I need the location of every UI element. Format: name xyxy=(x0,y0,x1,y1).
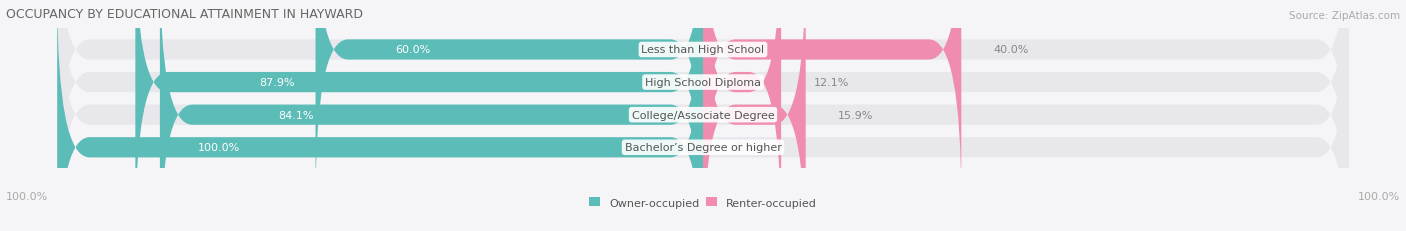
Text: 40.0%: 40.0% xyxy=(994,45,1029,55)
Legend: Owner-occupied, Renter-occupied: Owner-occupied, Renter-occupied xyxy=(585,193,821,212)
Text: 100.0%: 100.0% xyxy=(6,191,48,201)
Text: 100.0%: 100.0% xyxy=(197,143,240,153)
Text: 84.1%: 84.1% xyxy=(278,110,314,120)
Text: 12.1%: 12.1% xyxy=(814,78,849,88)
Text: 87.9%: 87.9% xyxy=(260,78,295,88)
Text: 60.0%: 60.0% xyxy=(395,45,430,55)
FancyBboxPatch shape xyxy=(58,0,1348,231)
Text: Source: ZipAtlas.com: Source: ZipAtlas.com xyxy=(1289,11,1400,21)
Text: High School Diploma: High School Diploma xyxy=(645,78,761,88)
Text: 100.0%: 100.0% xyxy=(1358,191,1400,201)
Text: College/Associate Degree: College/Associate Degree xyxy=(631,110,775,120)
FancyBboxPatch shape xyxy=(315,0,703,203)
FancyBboxPatch shape xyxy=(703,0,962,203)
Text: Less than High School: Less than High School xyxy=(641,45,765,55)
FancyBboxPatch shape xyxy=(58,0,1348,231)
Text: 15.9%: 15.9% xyxy=(838,110,873,120)
FancyBboxPatch shape xyxy=(58,0,1348,203)
Text: 0.0%: 0.0% xyxy=(735,143,763,153)
FancyBboxPatch shape xyxy=(58,0,703,231)
FancyBboxPatch shape xyxy=(703,0,806,231)
Text: Bachelor’s Degree or higher: Bachelor’s Degree or higher xyxy=(624,143,782,153)
FancyBboxPatch shape xyxy=(160,0,703,231)
Text: OCCUPANCY BY EDUCATIONAL ATTAINMENT IN HAYWARD: OCCUPANCY BY EDUCATIONAL ATTAINMENT IN H… xyxy=(6,8,363,21)
FancyBboxPatch shape xyxy=(135,0,703,231)
FancyBboxPatch shape xyxy=(58,0,1348,231)
FancyBboxPatch shape xyxy=(703,0,782,231)
